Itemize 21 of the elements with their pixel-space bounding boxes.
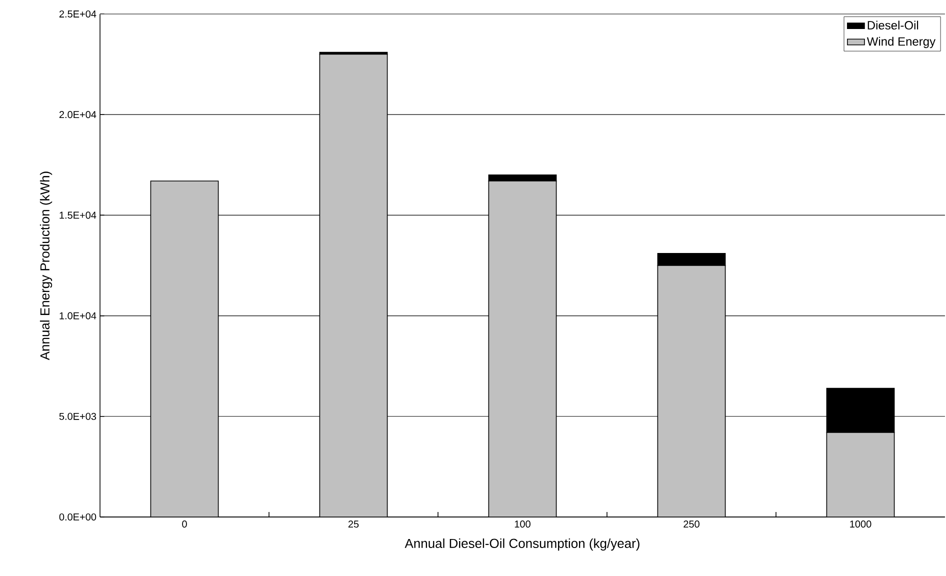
y-tick-label: 5.0E+03	[59, 412, 96, 420]
bar	[657, 253, 726, 266]
bar	[320, 54, 388, 517]
y-axis-title: Annual Energy Production (kWh)	[40, 172, 52, 360]
bar	[826, 432, 895, 517]
y-tick-label: 2.5E+04	[59, 10, 96, 18]
x-tick-label: 100	[514, 520, 530, 528]
y-tick-label: 2.0E+04	[59, 111, 96, 118]
y-tick-label: 1.0E+04	[60, 312, 96, 320]
bar	[488, 180, 556, 517]
legend-label: Wind Energy	[866, 36, 936, 48]
y-tick-label: 1.5E+04	[60, 212, 96, 219]
legend-label: Diesel-Oil	[868, 20, 918, 30]
x-tick-label: 25	[348, 520, 359, 528]
y-tick-label: 0.0E+00	[59, 513, 96, 521]
bar	[658, 265, 726, 517]
x-tick-label: 250	[684, 520, 700, 528]
x-tick-label: 0	[182, 520, 187, 528]
x-tick-label: 1000	[850, 520, 872, 528]
bar	[150, 180, 218, 517]
x-axis-title: Annual Diesel-Oil Consumption (kg/year)	[404, 538, 640, 551]
